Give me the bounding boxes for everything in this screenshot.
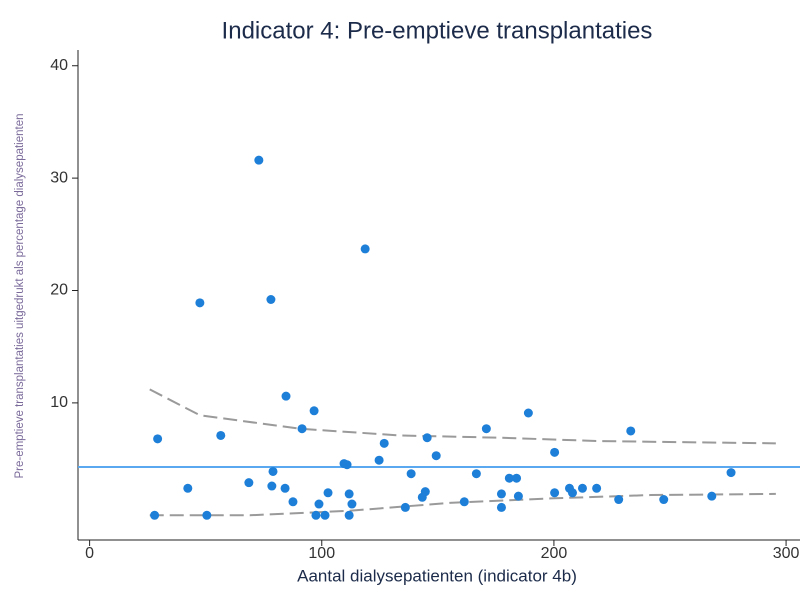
data-point xyxy=(254,155,264,165)
y-axis-label: Pre-emptieve transplantaties uitgedrukt … xyxy=(14,113,26,478)
data-point xyxy=(577,483,587,493)
x-tick-label: 300 xyxy=(773,545,800,562)
data-point xyxy=(379,438,389,448)
data-point xyxy=(281,391,291,401)
data-point xyxy=(268,466,278,476)
data-point xyxy=(374,455,384,465)
data-point xyxy=(360,244,370,254)
data-point xyxy=(195,298,205,308)
data-point xyxy=(266,294,276,304)
data-point xyxy=(406,469,416,479)
data-point xyxy=(280,483,290,493)
data-point xyxy=(567,488,577,498)
data-point xyxy=(150,510,160,520)
data-point xyxy=(726,468,736,478)
data-point xyxy=(496,502,506,512)
x-tick-label: 200 xyxy=(541,545,568,562)
data-point xyxy=(707,491,717,501)
data-point xyxy=(512,473,522,483)
data-point xyxy=(471,469,481,479)
x-tick-label: 100 xyxy=(308,545,335,562)
data-point xyxy=(626,426,636,436)
data-point xyxy=(267,481,277,491)
data-point xyxy=(323,488,333,498)
x-axis-label: Aantal dialysepatienten (indicator 4b) xyxy=(297,566,577,585)
data-point xyxy=(481,424,491,434)
data-point xyxy=(420,487,430,497)
data-point xyxy=(422,433,432,443)
data-point xyxy=(459,497,469,507)
data-point xyxy=(244,478,254,488)
data-point xyxy=(183,483,193,493)
data-point xyxy=(344,510,354,520)
chart-title: Indicator 4: Pre-emptieve transplantatie… xyxy=(222,17,653,44)
data-point xyxy=(297,424,307,434)
y-tick-label: 30 xyxy=(50,169,68,186)
data-point xyxy=(342,460,352,470)
data-point xyxy=(614,495,624,505)
lower-control-limit xyxy=(149,492,776,517)
data-point xyxy=(288,497,298,507)
data-point xyxy=(592,483,602,493)
data-point xyxy=(550,447,560,457)
data-point xyxy=(311,510,321,520)
data-point xyxy=(504,473,514,483)
data-point xyxy=(513,491,523,501)
data-point xyxy=(550,488,560,498)
data-point xyxy=(153,434,163,444)
data-point xyxy=(309,406,319,416)
data-point xyxy=(216,430,226,440)
data-point xyxy=(320,510,330,520)
data-point xyxy=(431,451,441,461)
x-tick-label: 0 xyxy=(85,545,94,562)
data-point xyxy=(400,502,410,512)
data-point xyxy=(659,495,669,505)
data-point xyxy=(496,489,506,499)
data-point xyxy=(523,408,533,418)
data-point xyxy=(202,510,212,520)
data-point xyxy=(347,499,357,509)
y-tick-label: 20 xyxy=(50,282,68,299)
data-point xyxy=(344,489,354,499)
y-tick-label: 10 xyxy=(50,394,68,411)
y-tick-label: 40 xyxy=(50,57,68,74)
data-point xyxy=(314,499,324,509)
upper-control-limit xyxy=(149,388,776,445)
